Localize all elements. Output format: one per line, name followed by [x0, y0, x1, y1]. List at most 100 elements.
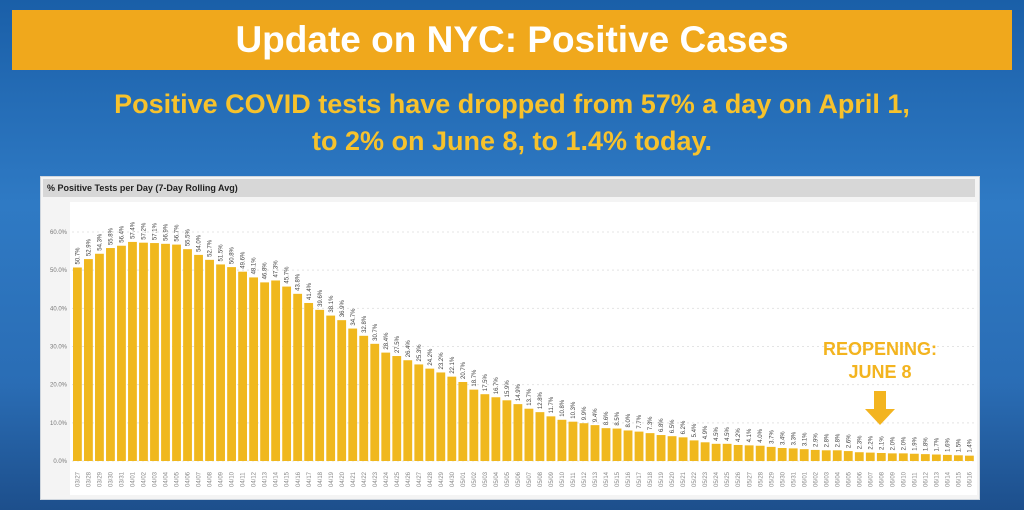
data-label: 7.3%	[648, 416, 654, 430]
x-tick-label: 06/07	[868, 471, 874, 487]
x-tick-label: 04/12	[252, 471, 258, 487]
x-tick-label: 04/18	[318, 471, 324, 487]
data-label: 2.6%	[846, 434, 852, 448]
x-tick-label: 05/03	[483, 471, 489, 487]
data-label: 28.4%	[384, 332, 390, 350]
data-label: 3.4%	[780, 431, 786, 445]
x-tick-label: 05/08	[538, 471, 544, 487]
x-tick-label: 04/26	[406, 471, 412, 487]
data-label: 52.9%	[87, 238, 93, 256]
data-label: 22.1%	[450, 356, 456, 374]
bar	[953, 455, 963, 461]
bar	[216, 264, 225, 461]
data-label: 36.9%	[340, 299, 346, 317]
x-tick-label: 04/22	[362, 471, 368, 487]
data-label: 39.6%	[318, 289, 324, 307]
x-tick-label: 05/01	[461, 471, 467, 487]
data-label: 45.7%	[285, 266, 291, 284]
data-label: 57.1%	[153, 222, 159, 240]
x-tick-label: 04/06	[186, 471, 192, 487]
x-tick-label: 04/21	[351, 471, 357, 487]
x-tick-label: 04/03	[153, 471, 159, 487]
x-tick-label: 06/13	[934, 471, 940, 487]
bar	[172, 244, 181, 461]
x-tick-label: 05/26	[736, 471, 742, 487]
x-tick-label: 06/09	[890, 471, 896, 487]
x-tick-label: 06/15	[956, 471, 962, 487]
x-tick-label: 05/07	[527, 471, 533, 487]
data-label: 55.8%	[109, 227, 115, 245]
bar	[392, 356, 402, 461]
bar	[458, 381, 468, 461]
data-label: 54.3%	[98, 233, 104, 251]
x-tick-label: 05/16	[626, 471, 632, 487]
bar	[227, 267, 236, 461]
bar	[722, 443, 732, 461]
bar	[777, 448, 787, 461]
bar	[766, 446, 776, 461]
x-tick-label: 04/17	[307, 471, 313, 487]
y-tick-label: 10.0%	[50, 421, 68, 427]
bar	[447, 376, 457, 461]
data-label: 4.2%	[736, 428, 742, 442]
bar	[964, 455, 974, 461]
data-label: 8.6%	[604, 411, 610, 425]
data-label: 3.7%	[769, 430, 775, 444]
data-label: 2.0%	[890, 436, 896, 450]
x-tick-label: 03/30	[109, 471, 115, 487]
data-label: 4.9%	[703, 425, 709, 439]
data-label: 26.4%	[406, 340, 412, 358]
bar	[106, 248, 115, 461]
bar	[150, 243, 159, 461]
x-tick-label: 05/09	[549, 471, 555, 487]
data-label: 56.4%	[120, 225, 126, 243]
data-label: 11.7%	[549, 396, 555, 413]
bar	[524, 408, 534, 461]
data-label: 9.9%	[582, 406, 588, 420]
x-tick-label: 03/31	[120, 471, 126, 487]
bar	[425, 368, 435, 461]
y-tick-label: 0.0%	[53, 459, 67, 465]
y-tick-label: 30.0%	[50, 345, 68, 351]
x-tick-label: 04/02	[142, 471, 148, 487]
data-label: 16.7%	[494, 377, 500, 395]
data-label: 50.8%	[230, 246, 236, 264]
bar	[623, 430, 633, 461]
bar	[887, 453, 897, 461]
data-label: 47.3%	[274, 260, 280, 278]
data-label: 3.1%	[802, 432, 808, 446]
bar	[678, 437, 688, 461]
x-tick-label: 05/19	[659, 471, 665, 487]
data-label: 1.6%	[945, 438, 951, 452]
x-tick-label: 05/30	[780, 471, 786, 487]
y-tick-label: 60.0%	[50, 230, 68, 236]
data-label: 10.8%	[560, 399, 566, 417]
bar	[568, 421, 578, 461]
data-label: 14.9%	[516, 383, 522, 401]
bar	[909, 453, 919, 461]
bar	[832, 450, 842, 461]
x-tick-label: 05/10	[560, 471, 566, 487]
bar	[865, 452, 875, 461]
bar	[205, 259, 214, 461]
x-tick-label: 06/05	[846, 471, 852, 487]
data-label: 25.3%	[417, 344, 423, 362]
data-label: 30.7%	[373, 323, 379, 341]
x-tick-label: 06/10	[901, 471, 907, 487]
x-tick-label: 06/16	[967, 471, 973, 487]
x-tick-label: 04/05	[175, 471, 181, 487]
data-label: 2.3%	[857, 435, 863, 449]
x-tick-label: 04/14	[274, 471, 280, 487]
data-label: 2.9%	[813, 433, 819, 447]
bar	[381, 352, 391, 461]
bar	[238, 271, 247, 461]
slide-subtitle: Positive COVID tests have dropped from 5…	[0, 86, 1024, 160]
data-label: 55.5%	[186, 228, 192, 246]
data-label: 1.8%	[923, 437, 929, 451]
x-tick-label: 04/09	[219, 471, 225, 487]
bar	[502, 400, 512, 461]
x-tick-label: 05/25	[725, 471, 731, 487]
data-label: 10.3%	[571, 401, 577, 419]
bar	[667, 436, 677, 461]
